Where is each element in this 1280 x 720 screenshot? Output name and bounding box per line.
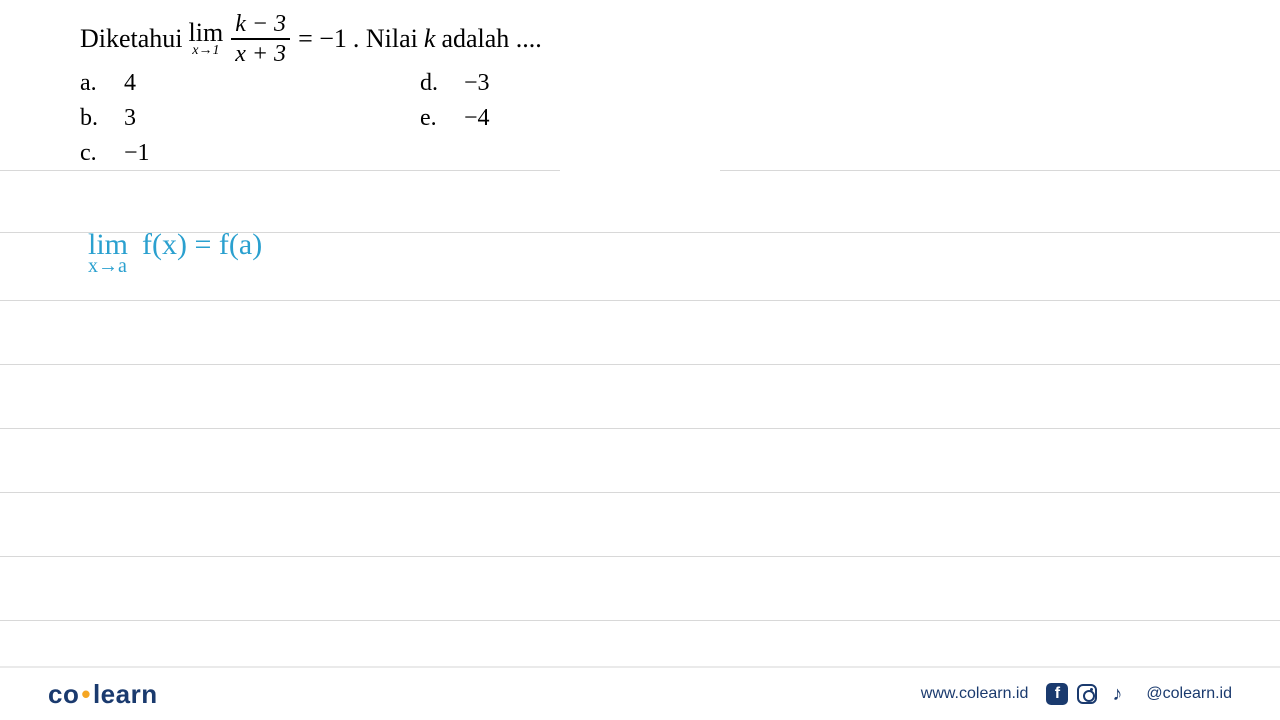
equals-rhs: = −1 (298, 24, 347, 54)
question-text: Diketahui lim x→1 k − 3 x + 3 = −1 . Nil… (80, 12, 1200, 66)
tiktok-icon: ♪ (1106, 683, 1128, 705)
logo: co•learn (48, 679, 158, 710)
lim-subscript: x→1 (192, 44, 219, 58)
footer: co•learn www.colearn.id f ♪ @colearn.id (0, 666, 1280, 720)
question-prefix: Diketahui (80, 24, 183, 54)
choice-value: 3 (124, 105, 136, 132)
limit-expression: lim x→1 k − 3 x + 3 = −1 (189, 12, 347, 66)
numerator: k − 3 (231, 12, 290, 36)
fraction: k − 3 x + 3 (231, 12, 290, 66)
social-icons: f ♪ (1046, 683, 1128, 705)
choice-e: e. −4 (420, 105, 720, 132)
handwritten-work: lim x→a f(x) = f(a) (88, 230, 262, 276)
logo-right: learn (93, 679, 158, 709)
social-handle: @colearn.id (1146, 685, 1232, 703)
choice-value: −4 (464, 105, 490, 132)
instagram-icon (1076, 683, 1098, 705)
hw-lim-block: lim x→a (88, 230, 128, 276)
choice-letter: a. (80, 70, 104, 97)
ruled-line (0, 428, 1280, 429)
hw-expression: f(x) = f(a) (142, 230, 262, 260)
logo-dot: • (81, 679, 91, 709)
choice-value: −3 (464, 70, 490, 97)
ruled-line (0, 170, 560, 171)
choice-c: c. −1 (80, 140, 380, 167)
choice-letter: e. (420, 105, 444, 132)
choice-d: d. −3 (420, 70, 720, 97)
question-suffix: . Nilai (353, 24, 418, 54)
logo-left: co (48, 679, 79, 709)
ruled-line (0, 556, 1280, 557)
choice-value: −1 (124, 140, 150, 167)
ruled-line (0, 620, 1280, 621)
ruled-line (720, 170, 1280, 171)
ruled-line (0, 492, 1280, 493)
question-area: Diketahui lim x→1 k − 3 x + 3 = −1 . Nil… (0, 0, 1280, 167)
website-url: www.colearn.id (921, 685, 1029, 703)
choice-value: 4 (124, 70, 136, 97)
facebook-icon: f (1046, 683, 1068, 705)
denominator: x + 3 (231, 42, 290, 66)
ruled-line (0, 364, 1280, 365)
choice-letter: b. (80, 105, 104, 132)
answer-choices: a. 4 d. −3 b. 3 e. −4 c. −1 (80, 70, 1200, 167)
question-suffix2: adalah .... (441, 24, 541, 54)
footer-right: www.colearn.id f ♪ @colearn.id (921, 683, 1232, 705)
fraction-bar (231, 38, 290, 40)
lim-label: lim (189, 20, 224, 46)
choice-letter: d. (420, 70, 444, 97)
choice-b: b. 3 (80, 105, 380, 132)
ruled-line (0, 300, 1280, 301)
handwriting-line: lim x→a f(x) = f(a) (88, 230, 262, 276)
choice-a: a. 4 (80, 70, 380, 97)
hw-lim-sub: x→a (88, 256, 127, 276)
choice-letter: c. (80, 140, 104, 167)
limit-block: lim x→1 (189, 20, 224, 58)
question-variable: k (424, 24, 436, 54)
